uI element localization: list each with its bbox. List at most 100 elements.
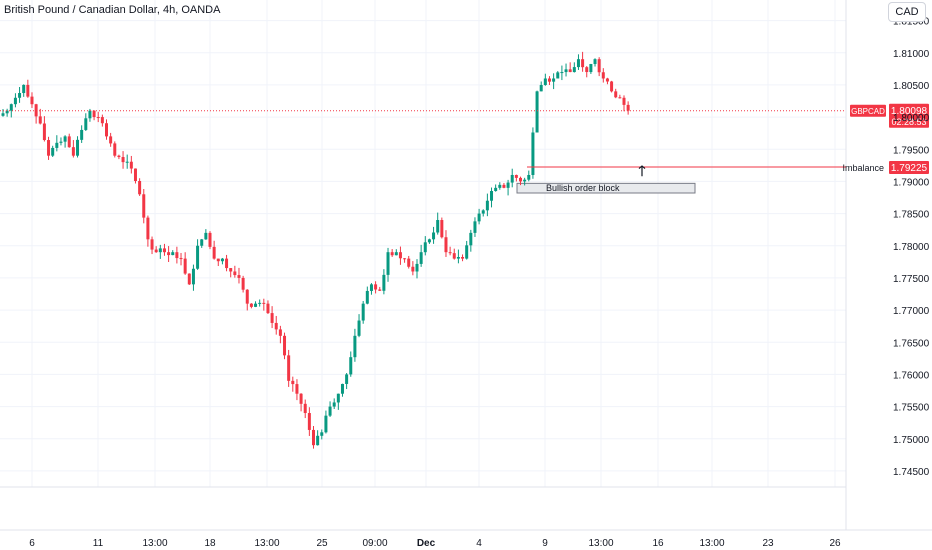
candle-body <box>494 187 498 192</box>
candle-body <box>523 179 527 182</box>
candle-body <box>30 96 34 105</box>
candle-body <box>531 132 535 175</box>
candle-body <box>506 182 510 188</box>
time-tick-label: 11 <box>93 538 104 549</box>
chart-grid <box>0 0 932 531</box>
candle-body <box>216 258 220 262</box>
candle-body <box>200 239 204 246</box>
candle-body <box>42 123 46 141</box>
time-tick-label: 26 <box>829 538 841 549</box>
candle-body <box>208 232 212 247</box>
candle-body <box>287 355 291 381</box>
price-tick-label: 1.77500 <box>893 274 930 285</box>
candle-body <box>220 258 224 262</box>
price-tick-label: 1.79000 <box>893 177 930 188</box>
candle-body <box>581 59 585 68</box>
time-tick-label: 13:00 <box>254 538 279 549</box>
candle-body <box>560 72 564 74</box>
candle-body <box>225 258 229 269</box>
candle-body <box>274 322 278 330</box>
price-tick-label: 1.75500 <box>893 403 930 414</box>
candle-body <box>258 302 262 304</box>
candle-body <box>610 81 614 92</box>
currency-button[interactable]: CAD <box>888 2 926 22</box>
price-tick-label: 1.78500 <box>893 210 930 221</box>
candle-body <box>481 210 485 214</box>
candle-body <box>80 129 84 140</box>
candle-body <box>129 161 133 169</box>
candle-body <box>415 263 419 272</box>
candle-body <box>382 274 386 291</box>
candle-body <box>365 290 369 304</box>
candle-body <box>51 147 55 156</box>
candle-body <box>105 123 108 137</box>
candle-body <box>436 220 440 233</box>
imbalance-text: Imbalance <box>842 163 884 173</box>
candle-body <box>564 69 568 73</box>
price-axis: 1.81500 1.81000 1.80500 1.80000 1.79500 1.790… <box>893 17 930 478</box>
candle-body <box>514 174 518 178</box>
candle-body <box>589 64 593 73</box>
candle-body <box>229 268 233 272</box>
price-tick-label: 1.78000 <box>893 242 930 253</box>
candle-body <box>88 110 92 119</box>
candle-body <box>539 85 543 92</box>
candle-body <box>133 168 137 181</box>
candle-body <box>1 113 5 116</box>
imbalance-price-tag <box>889 160 929 174</box>
candle-body <box>353 335 357 358</box>
candle-body <box>71 147 75 156</box>
candle-body <box>361 303 365 321</box>
candle-body <box>618 97 622 99</box>
candle-body <box>312 429 315 446</box>
candle-body <box>196 245 200 269</box>
candle-body <box>527 174 531 180</box>
candle-body <box>626 104 630 111</box>
candle-body <box>465 245 469 259</box>
candle-body <box>303 403 307 414</box>
candle-body <box>266 303 270 314</box>
candle-body <box>38 116 42 124</box>
price-tick-label: 1.74500 <box>893 467 930 478</box>
last-price-text: 1.80098 <box>891 106 928 117</box>
candle-body <box>55 142 59 148</box>
candle-body <box>47 140 51 156</box>
candle-body <box>291 380 295 385</box>
candle-body <box>241 277 245 290</box>
candle-body <box>146 217 150 240</box>
candle-body <box>576 59 580 68</box>
candle-body <box>394 252 398 256</box>
price-tick-label: 1.81500 <box>893 17 930 28</box>
candle-body <box>96 117 100 119</box>
candle-body <box>357 320 361 336</box>
candle-body <box>440 220 444 238</box>
candle-body <box>386 252 390 275</box>
candle-body <box>299 393 303 404</box>
candle-body <box>585 67 589 73</box>
candle-body <box>171 252 175 256</box>
price-tick-label: 1.80500 <box>893 81 930 92</box>
symbol-tag-text: GBPCAD <box>851 107 885 116</box>
price-tick-label: 1.79500 <box>893 145 930 156</box>
candle-body <box>345 374 349 384</box>
candle-body <box>403 258 407 260</box>
time-tick-label: 13:00 <box>588 538 613 549</box>
candle-body <box>427 239 431 243</box>
candle-body <box>374 284 378 290</box>
candle-body <box>204 232 208 240</box>
candle-body <box>249 303 253 307</box>
candle-body <box>167 252 171 256</box>
candle-body <box>572 67 576 73</box>
candle-body <box>552 78 556 82</box>
candle-body <box>535 91 539 133</box>
time-tick-label: 4 <box>476 538 482 549</box>
candle-body <box>328 406 332 416</box>
time-axis: 6 11 13:00 18 13:00 25 09:00 Dec 4 9 13:00 16 13:00 2… <box>29 538 841 549</box>
candle-body <box>162 248 166 253</box>
candle-body <box>125 161 129 163</box>
candle-body <box>138 180 142 195</box>
time-tick-label: 16 <box>652 538 664 549</box>
candle-body <box>614 91 618 98</box>
candle-body <box>113 143 117 156</box>
